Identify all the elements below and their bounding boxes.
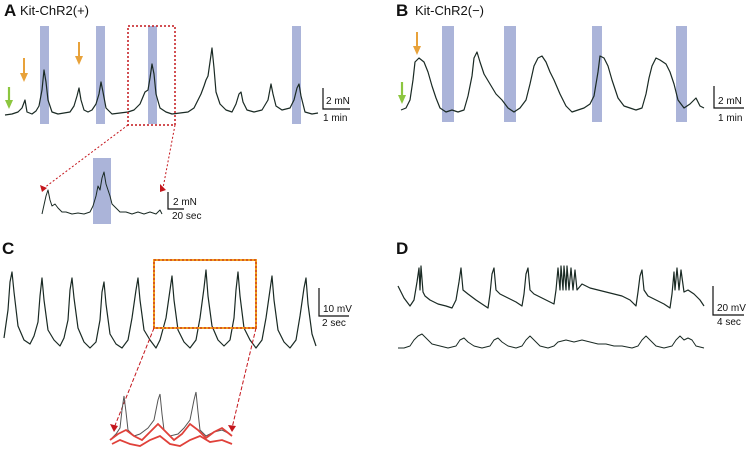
stim-band <box>676 26 687 122</box>
scale-label-y: 10 mV <box>323 304 352 315</box>
scale-label-x: 1 min <box>323 113 347 124</box>
overlay-trace <box>111 434 233 447</box>
panel-b-title: Kit-ChR2(−) <box>415 3 484 18</box>
stim-band <box>442 26 454 122</box>
panel-a-title: Kit-ChR2(+) <box>20 3 89 18</box>
membrane-potential-trace-d-top <box>397 265 705 309</box>
force-trace-b <box>400 51 705 113</box>
inset-trace <box>41 171 163 215</box>
inset-trace <box>111 391 231 439</box>
overlay-trace <box>109 422 233 442</box>
stim-band <box>148 26 157 124</box>
panel-d-letter: D <box>396 239 408 258</box>
zoom-box <box>127 25 176 126</box>
membrane-potential-trace-c <box>3 269 317 349</box>
zoom-connector <box>231 327 257 429</box>
scale-label-y: 20 mV <box>717 303 746 314</box>
green-arrow-icon <box>5 87 13 109</box>
panel-b: B Kit-ChR2(−) 2 mN 1 min <box>396 1 744 124</box>
panel-d: D 20 mV 4 sec <box>396 239 746 349</box>
stim-band <box>96 26 105 124</box>
scale-bar <box>712 286 744 316</box>
panel-c-letter: C <box>2 239 14 258</box>
scale-label-x: 1 min <box>718 113 742 124</box>
scale-label-x: 4 sec <box>717 317 741 328</box>
orange-arrow-icon <box>20 58 28 82</box>
zoom-connector <box>162 124 176 189</box>
zoom-box <box>153 259 257 329</box>
stim-band <box>93 158 111 224</box>
green-arrow-icon <box>398 82 406 104</box>
scale-label-y: 2 mN <box>718 96 742 107</box>
stim-band <box>592 26 602 122</box>
panel-a: A Kit-ChR2(+) 2 mN 1 min <box>4 1 350 224</box>
panel-a-letter: A <box>4 1 16 20</box>
inset-scale-bar <box>167 192 184 210</box>
stim-band <box>292 26 301 124</box>
panel-c: C 10 mV 2 sec <box>2 239 352 447</box>
inset-scale-label-x: 20 sec <box>172 211 201 222</box>
force-trace-a <box>4 47 319 116</box>
scale-bar <box>318 288 349 317</box>
panel-b-letter: B <box>396 1 408 20</box>
orange-arrow-icon <box>75 42 83 65</box>
orange-arrow-icon <box>413 32 421 55</box>
scale-bar <box>713 86 744 109</box>
scale-label-y: 2 mN <box>326 96 350 107</box>
stim-band <box>504 26 516 122</box>
membrane-potential-trace-d-bottom <box>398 333 705 349</box>
scale-bar <box>322 88 350 110</box>
scale-label-x: 2 sec <box>322 318 346 329</box>
zoom-connector <box>43 124 129 189</box>
zoom-connector <box>113 327 155 429</box>
inset-scale-label-y: 2 mN <box>173 197 197 208</box>
